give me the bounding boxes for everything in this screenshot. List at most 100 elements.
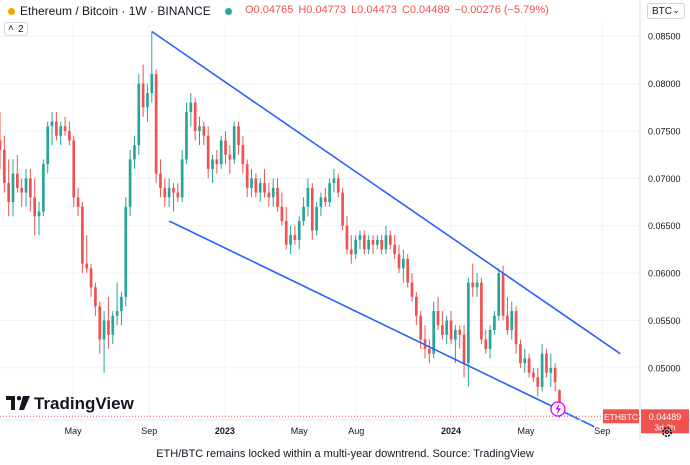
candle-body bbox=[245, 164, 249, 188]
candle bbox=[310, 183, 314, 240]
candle bbox=[462, 325, 466, 378]
candle-body bbox=[358, 235, 362, 240]
candle-body bbox=[232, 126, 236, 160]
currency-selector[interactable]: BTC ⌄ bbox=[647, 3, 685, 19]
candle-body bbox=[371, 239, 375, 245]
candle-body bbox=[219, 140, 223, 165]
candle bbox=[280, 192, 284, 226]
candle-body bbox=[50, 121, 54, 127]
candle bbox=[50, 112, 54, 146]
candle bbox=[42, 159, 45, 217]
candle bbox=[232, 121, 236, 165]
symbol-title[interactable]: Ethereum / Bitcoin · 1W · BINANCE bbox=[20, 4, 211, 18]
candle bbox=[72, 135, 76, 207]
candle-body bbox=[33, 197, 37, 217]
chart-header: Ethereum / Bitcoin · 1W · BINANCE O0.047… bbox=[0, 0, 690, 22]
candle-body bbox=[237, 126, 240, 146]
candle bbox=[11, 159, 15, 217]
candle bbox=[497, 268, 501, 321]
settings-icon[interactable] bbox=[661, 426, 672, 437]
chart-caption: ETH/BTC remains locked within a multi-ye… bbox=[156, 448, 534, 460]
candle bbox=[375, 235, 379, 250]
candle-body bbox=[501, 273, 505, 316]
candle-body bbox=[341, 192, 344, 226]
candle bbox=[189, 93, 193, 127]
candle-body bbox=[354, 239, 357, 255]
candle-body bbox=[137, 83, 141, 146]
candle bbox=[293, 225, 297, 245]
candle-body bbox=[319, 197, 323, 207]
candle bbox=[76, 187, 80, 217]
candle bbox=[471, 263, 475, 297]
candle bbox=[37, 202, 41, 236]
candle bbox=[510, 301, 514, 340]
candle bbox=[540, 344, 544, 392]
candle bbox=[493, 311, 496, 335]
candle-body bbox=[310, 187, 314, 231]
candle bbox=[410, 273, 414, 302]
candle bbox=[362, 230, 366, 255]
candle bbox=[20, 178, 24, 207]
candle-body bbox=[193, 102, 197, 131]
candle bbox=[167, 178, 171, 207]
candle bbox=[323, 187, 327, 207]
candle bbox=[124, 197, 128, 307]
candle-body bbox=[527, 358, 531, 373]
candle bbox=[506, 296, 509, 335]
candle-body bbox=[163, 187, 167, 198]
candle bbox=[89, 263, 93, 297]
symbol-tag-label: ETHBTC bbox=[604, 412, 638, 422]
candle bbox=[406, 254, 410, 288]
candle-body bbox=[488, 329, 492, 349]
candle bbox=[0, 112, 2, 169]
candle-body bbox=[306, 187, 310, 207]
tradingview-mark bbox=[6, 396, 30, 410]
x-tick-label: Sep bbox=[594, 426, 610, 436]
candle bbox=[441, 311, 444, 340]
y-tick-label: 0.06500 bbox=[648, 221, 681, 231]
candle-body bbox=[211, 159, 214, 169]
candle bbox=[154, 69, 158, 184]
candle-body bbox=[180, 159, 184, 198]
candle-body bbox=[553, 367, 557, 383]
candle-body bbox=[198, 126, 201, 131]
currency-label: BTC bbox=[652, 6, 672, 17]
lightning-icon[interactable] bbox=[550, 401, 566, 417]
candle bbox=[297, 216, 301, 250]
candle bbox=[263, 168, 266, 198]
candle bbox=[354, 235, 357, 259]
candle-body bbox=[297, 221, 301, 240]
x-tick-label: May bbox=[517, 426, 535, 436]
candle-body bbox=[289, 235, 292, 245]
candle-body bbox=[428, 348, 431, 354]
candle-body bbox=[510, 311, 514, 330]
candle bbox=[245, 159, 249, 198]
candle-body bbox=[475, 282, 479, 288]
candle bbox=[159, 159, 162, 198]
candle bbox=[215, 149, 219, 174]
candle-body bbox=[414, 296, 418, 316]
x-tick-label: May bbox=[65, 426, 83, 436]
price-chart[interactable]: 0.05000 0.05500 0.06000 0.06500 0.07000 0.075… bbox=[0, 0, 690, 445]
y-tick-label: 0.05000 bbox=[648, 363, 681, 373]
candle-body bbox=[506, 315, 509, 330]
collapse-indicators-button[interactable]: ˄ 2 bbox=[4, 22, 28, 36]
candle-body bbox=[375, 239, 379, 245]
candle bbox=[63, 116, 67, 136]
candle-body bbox=[284, 221, 288, 245]
candle bbox=[349, 235, 353, 264]
candle-body bbox=[185, 112, 188, 160]
candle-body bbox=[124, 206, 128, 297]
symbol-status-dot bbox=[8, 8, 15, 15]
trendline-lower bbox=[168, 220, 595, 428]
chevron-up-icon: ˄ bbox=[8, 23, 14, 34]
candle bbox=[519, 339, 522, 368]
candle bbox=[371, 235, 375, 255]
candle bbox=[488, 325, 492, 359]
candle bbox=[284, 206, 288, 250]
candle-body bbox=[202, 126, 206, 136]
candle-body bbox=[154, 74, 158, 174]
ohlc-open: O0.04765 bbox=[245, 4, 294, 16]
candle-body bbox=[514, 311, 518, 345]
candle-body bbox=[258, 183, 262, 193]
